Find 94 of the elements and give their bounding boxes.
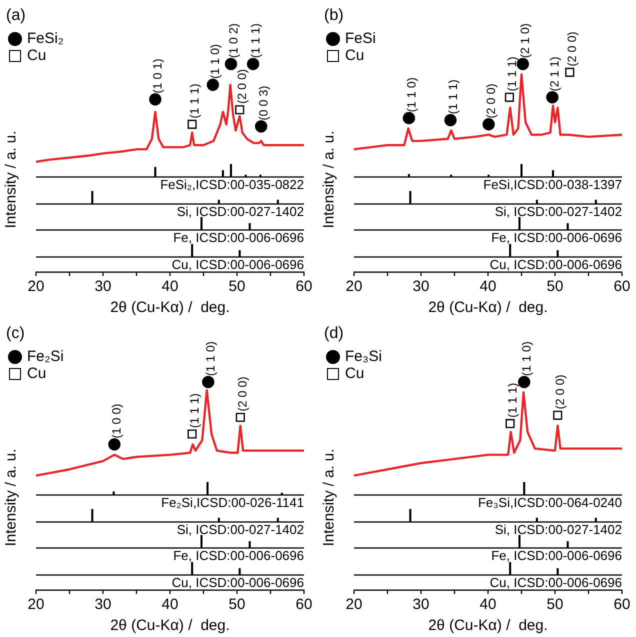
text: Cu, ICSD:00-006-0696 [490, 575, 622, 590]
x-tick-label: 40 [162, 596, 178, 614]
text: Fe₂Si,ICSD:00-026-1141 [161, 495, 304, 510]
x-tick-label: 40 [480, 278, 496, 296]
point [202, 376, 214, 388]
legend-label: Cu [27, 47, 46, 64]
chart-title: (a) [6, 7, 26, 24]
x-tick-label: 50 [228, 596, 246, 614]
legend-label: Cu [345, 47, 364, 64]
x-tick-label: 50 [546, 278, 564, 296]
text: FeSi₂,ICSD:00-035-0822 [160, 177, 304, 192]
annotation: (1 1 0) [204, 341, 218, 376]
annotation: (1 1 1) [187, 393, 202, 428]
point [254, 120, 268, 133]
x-tick-label: 60 [614, 596, 630, 614]
point [565, 68, 574, 77]
annotation: (2 0 0) [234, 69, 249, 104]
annotation: (1 1 1) [504, 56, 519, 92]
text: Fe, ICSD:00-006-0696 [173, 548, 304, 563]
y-axis-title: Intensity / a. u. [2, 448, 20, 548]
x-tick-label: 40 [480, 596, 496, 614]
annotation: (1 1 1) [248, 23, 262, 58]
point [402, 112, 416, 124]
annotation: (1 1 1) [446, 79, 460, 114]
annotation: (1 0 1) [150, 58, 165, 94]
legend-label: Fe₂Si [27, 348, 64, 365]
annotation: (2 1 0) [518, 23, 532, 58]
x-tick-label: 30 [94, 596, 112, 614]
x-tick-label: 60 [296, 278, 312, 296]
x-axis-title: 2θ (Cu-Kα) / deg. [110, 299, 230, 316]
point [246, 58, 260, 70]
x-axis-title: 2θ (Cu-Kα) / deg. [428, 299, 548, 316]
annotation: (1 1 1) [187, 84, 202, 118]
x-tick-label: 30 [412, 278, 430, 296]
point [546, 91, 558, 104]
annotation: (1 1 0) [519, 341, 534, 376]
x-tick-label: 20 [28, 596, 44, 614]
annotation: (2 0 0) [484, 84, 498, 118]
text: Cu, ICSD:00-006-0696 [172, 575, 304, 590]
text: Fe, ICSD:00-006-0696 [491, 230, 622, 245]
legend-label: FeSi₂ [27, 30, 64, 47]
text: Si, ICSD:00-027-1402 [176, 522, 304, 537]
text: Si, ICSD:00-027-1402 [494, 204, 622, 219]
legend-label: Cu [27, 365, 46, 382]
annotation: (0 0 3) [256, 86, 270, 120]
x-axis-title: 2θ (Cu-Kα) / deg. [428, 617, 548, 634]
annotation: (1 1 1) [505, 382, 520, 418]
annotation: (1 0 0) [110, 404, 124, 438]
chart-title: (b) [324, 7, 344, 24]
x-axis-title: 2θ (Cu-Kα) / deg. [110, 617, 230, 634]
point [224, 58, 238, 70]
legend-label: Fe₃Si [345, 348, 382, 365]
x-tick-label: 30 [94, 278, 112, 296]
text: Fe, ICSD:00-006-0696 [491, 548, 622, 563]
point [482, 118, 495, 130]
annotation: (2 0 0) [236, 376, 250, 412]
chart-title: (c) [6, 325, 25, 342]
point [504, 92, 514, 102]
annotation: (1 0 2) [226, 23, 240, 58]
x-tick-label: 30 [412, 596, 430, 614]
annotation: (2 1 1) [548, 56, 562, 92]
y-axis-title: Intensity / a. u. [320, 130, 338, 230]
annotation: (2 0 0) [552, 374, 567, 410]
point [188, 120, 197, 129]
text: Si, ICSD:00-027-1402 [494, 522, 622, 537]
x-tick-label: 40 [162, 278, 178, 296]
point [444, 114, 457, 126]
annotation: (1 1 0) [208, 44, 222, 79]
legend-label: Cu [345, 365, 364, 382]
y-axis-title: Intensity / a. u. [2, 130, 20, 230]
point [236, 412, 245, 422]
point [235, 105, 244, 114]
y-axis-title: Intensity / a. u. [320, 448, 338, 548]
text: Si, ICSD:00-027-1402 [176, 204, 304, 219]
point [108, 438, 121, 451]
text: Fe₃Si,ICSD:00-064-0240 [478, 495, 622, 510]
x-tick-label: 50 [546, 596, 564, 614]
x-tick-label: 20 [346, 278, 362, 296]
text: Cu, ICSD:00-006-0696 [172, 257, 304, 272]
x-tick-label: 60 [296, 596, 312, 614]
annotation: (2 0 0) [565, 32, 580, 66]
point [206, 78, 220, 91]
x-tick-label: 20 [346, 596, 362, 614]
point [149, 93, 162, 106]
x-tick-label: 20 [28, 278, 44, 296]
x-tick-label: 50 [228, 278, 246, 296]
text: Fe, ICSD:00-006-0696 [173, 230, 304, 245]
point [188, 429, 197, 439]
text: FeSi,ICSD:00-038-1397 [483, 177, 622, 192]
x-tick-label: 60 [614, 278, 630, 296]
chart-title: (d) [324, 325, 344, 342]
annotation: (1 1 0) [404, 77, 418, 112]
text: Cu, ICSD:00-006-0696 [490, 257, 622, 272]
legend-label: FeSi [345, 30, 376, 47]
